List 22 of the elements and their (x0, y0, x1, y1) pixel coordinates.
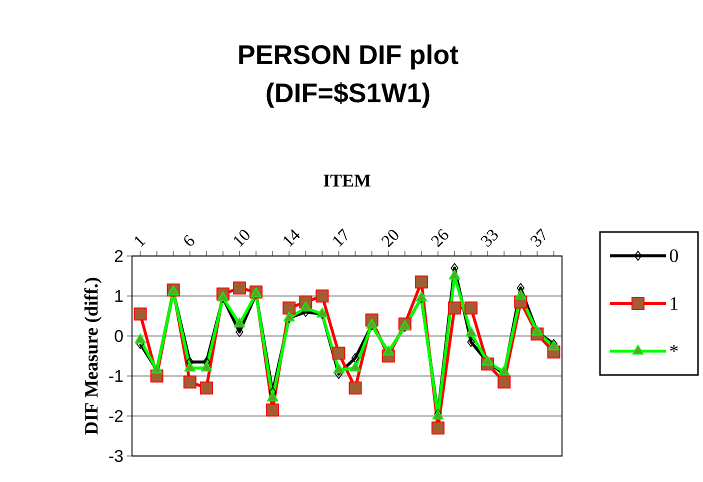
legend-label: 1 (670, 297, 678, 310)
y-tick-label: -3 (109, 450, 123, 462)
x-tick-label: 14 (284, 229, 300, 247)
chart-subtitle: (DIF=$S1W1) (266, 82, 430, 108)
chart-title: PERSON DIF plot (239, 44, 458, 70)
y-tick-label: 1 (115, 290, 123, 302)
y-tick-label: -1 (109, 370, 123, 382)
y-tick-label: -2 (109, 410, 123, 422)
x-tick-label: 26 (430, 228, 448, 248)
x-tick-label: 33 (480, 230, 498, 248)
x-tick-label: 37 (530, 228, 546, 248)
y-tick-label: 0 (114, 330, 123, 342)
x-tick-label: 10 (234, 230, 250, 247)
legend-label: 0 (670, 249, 678, 262)
x-tick-label: 20 (381, 230, 398, 248)
y-axis-title: DIF Measure (diff.) (84, 278, 102, 435)
x-tick-label: 17 (333, 228, 347, 247)
x-tick-label: 1 (134, 236, 146, 247)
x-axis-title: ITEM (324, 174, 370, 186)
legend-label: * (670, 344, 678, 352)
y-tick-label: 2 (114, 250, 123, 262)
x-tick-label: 6 (184, 234, 194, 246)
